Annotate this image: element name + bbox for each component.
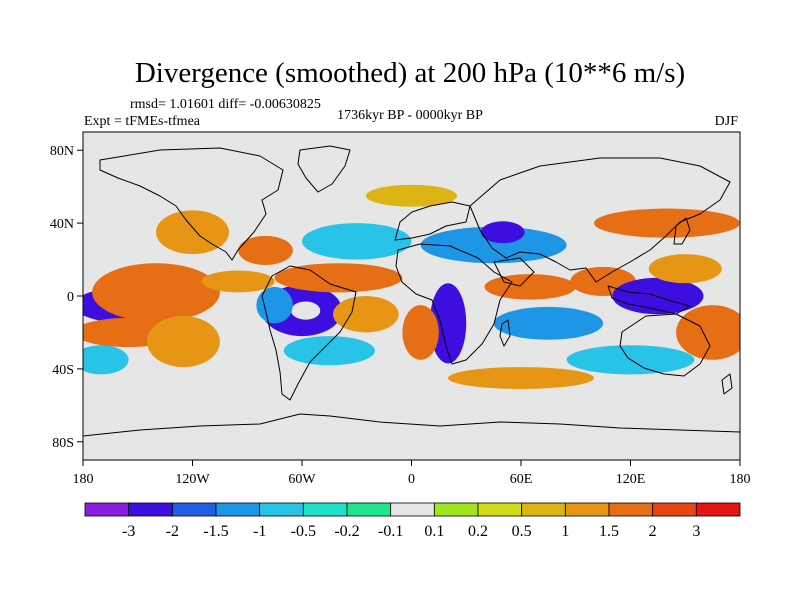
x-tick-label: 180: [73, 472, 94, 487]
divergence-anomaly: [238, 235, 293, 266]
divergence-anomaly: [201, 270, 275, 293]
colorbar-swatch: [215, 502, 261, 517]
coastline-south-america: [261, 265, 357, 401]
coastline-arabia: [493, 257, 535, 287]
divergence-anomaly: [146, 316, 220, 368]
divergence-anomaly: [92, 263, 220, 322]
divergence-anomaly: [302, 223, 412, 260]
divergence-anomaly: [448, 367, 594, 389]
colorbar-swatch: [171, 502, 217, 517]
y-tick-label: 80S: [52, 436, 74, 451]
coastline-asia: [469, 157, 731, 283]
divergence-anomaly: [676, 305, 740, 360]
chart-title: Divergence (smoothed) at 200 hPa (10**6 …: [135, 57, 685, 89]
colorbar-label: 0.5: [512, 523, 532, 540]
y-axis: 80N 40N 0 40S 80S: [50, 144, 83, 451]
colorbar-label: 0.1: [424, 523, 444, 540]
y-tick-label: 40N: [50, 217, 74, 232]
divergence-anomaly: [274, 263, 403, 293]
colorbar-label: -0.1: [378, 523, 403, 540]
colorbar-label: 2: [649, 523, 657, 540]
divergence-anomaly: [83, 345, 129, 375]
coastline-africa: [395, 243, 513, 365]
coastline-australia: [619, 313, 711, 377]
divergence-anomaly: [484, 274, 576, 300]
divergence-anomaly: [402, 305, 439, 360]
experiment-label: Expt = tFMEs-tfmea: [84, 114, 201, 129]
colorbar-swatch: [302, 502, 348, 517]
colorbar-swatch: [128, 502, 173, 517]
colorbar-swatch: [521, 502, 566, 517]
colorbar-swatch: [477, 502, 523, 517]
coastline-madagascar: [499, 319, 511, 347]
coastline-japan: [673, 217, 691, 245]
stats-text: rmsd= 1.01601 diff= -0.00630825: [130, 97, 321, 112]
divergence-anomaly: [480, 221, 525, 244]
x-tick-label: 60W: [288, 472, 316, 487]
coastlines: [83, 145, 740, 460]
map-panel: 180 120W 60W 0 60E 120E 180 80N 40N 0 40S 80S: [50, 131, 751, 487]
divergence-anomaly: [493, 306, 604, 340]
colorbar-swatch: [564, 502, 610, 517]
divergence-anomaly: [365, 184, 458, 207]
coastline-north-america: [99, 147, 284, 261]
divergence-anomaly: [256, 286, 293, 324]
x-axis: 180 120W 60W 0 60E 120E 180: [73, 460, 751, 487]
coastline-new-zealand: [721, 373, 733, 395]
colorbar-label: 1: [561, 523, 569, 540]
y-tick-label: 40S: [52, 363, 74, 378]
colorbar-swatch: [390, 502, 435, 517]
colorbar-swatch: [84, 502, 130, 517]
divergence-anomaly: [429, 283, 467, 364]
colorbar-swatch: [695, 502, 741, 517]
colorbar-label: -1.5: [203, 523, 228, 540]
y-tick-label: 80N: [50, 144, 74, 159]
colorbar-swatch: [608, 502, 654, 517]
colorbar-swatch: [433, 502, 479, 517]
divergence-anomaly: [291, 301, 321, 320]
x-tick-label: 60E: [510, 472, 533, 487]
y-tick-label: 0: [67, 290, 74, 305]
x-tick-label: 180: [730, 472, 751, 487]
colorbar-swatch: [346, 502, 392, 517]
colorbar-label: -0.5: [291, 523, 316, 540]
colorbar: -3 -2 -1.5 -1 -0.5 -0.2 -0.1 0.1 0.2 0.5 1 1.5 2 3: [84, 502, 741, 540]
colorbar-label: 0.2: [468, 523, 488, 540]
x-tick-label: 0: [408, 472, 415, 487]
colorbar-label: -2: [166, 523, 179, 540]
season-label: DJF: [715, 114, 739, 129]
colorbar-swatch: [259, 502, 304, 517]
coastline-antarctica: [83, 413, 740, 460]
coastline-indonesia: [607, 285, 691, 315]
colorbar-label: 3: [692, 523, 700, 540]
divergence-anomaly: [420, 226, 567, 264]
period-label: 1736kyr BP - 0000kyr BP: [337, 108, 483, 123]
colorbar-label: -3: [122, 523, 135, 540]
colorbar-swatch: [652, 502, 697, 517]
coastline-greenland: [297, 145, 351, 193]
colorbar-label: -0.2: [334, 523, 359, 540]
divergence-anomaly: [612, 277, 704, 315]
divergence-anomaly: [594, 208, 740, 238]
colorbar-label: -1: [253, 523, 266, 540]
divergence-anomaly: [648, 254, 722, 284]
colorbar-label: 1.5: [599, 523, 619, 540]
divergence-anomaly: [283, 336, 375, 366]
x-tick-label: 120E: [616, 472, 646, 487]
x-tick-label: 120W: [175, 472, 210, 487]
divergence-anomaly: [333, 296, 399, 333]
